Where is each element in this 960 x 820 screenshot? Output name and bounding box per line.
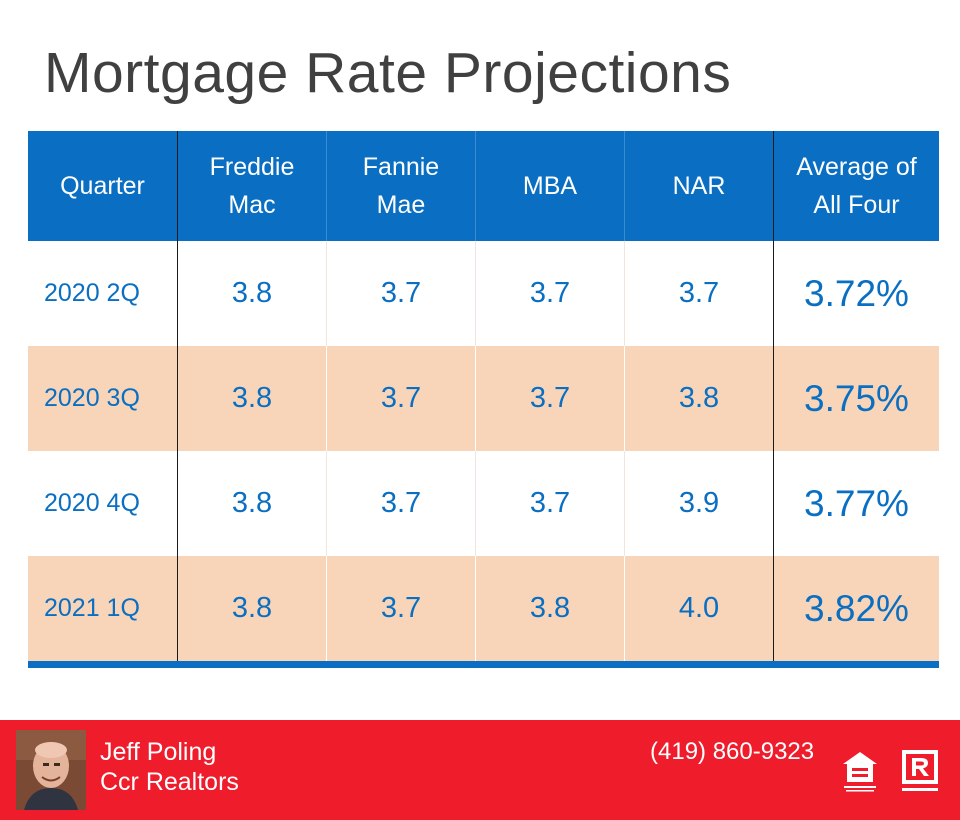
header-average-label: Average of All Four <box>796 153 917 219</box>
table-row: 2020 3Q 3.8 3.7 3.7 3.8 3.75% <box>28 346 939 451</box>
agent-footer: Jeff Poling Ccr Realtors (419) 860-9323 <box>0 720 960 820</box>
average-value: 3.82% <box>773 556 939 661</box>
header-average: Average of All Four <box>773 131 939 241</box>
agent-name: Jeff Poling <box>100 738 217 766</box>
row-quarter: 2020 3Q <box>44 384 140 412</box>
mba-value: 3.7 <box>475 241 624 346</box>
freddie-mac-value: 3.8 <box>177 451 326 556</box>
fannie-mae-value: 3.7 <box>326 451 475 556</box>
table-bottom-border <box>28 661 939 668</box>
row-quarter: 2020 4Q <box>44 489 140 517</box>
fannie-mae-value: 3.7 <box>326 346 475 451</box>
page-title: Mortgage Rate Projections <box>44 41 732 105</box>
agent-photo-icon <box>16 730 86 810</box>
fannie-mae-value: 3.7 <box>326 241 475 346</box>
nar-value: 4.0 <box>624 556 773 661</box>
mba-value: 3.7 <box>475 346 624 451</box>
header-nar: NAR <box>624 131 773 241</box>
row-quarter: 2021 1Q <box>44 594 140 622</box>
header-freddie-mac-label: Freddie Mac <box>209 153 295 219</box>
realtor-r-icon <box>902 750 938 791</box>
avatar <box>16 730 86 810</box>
table-header-row: Quarter Freddie Mac Fannie Mae MBA NAR A… <box>28 131 939 241</box>
equal-housing-opportunity-icon <box>843 752 877 792</box>
header-fannie-mae: Fannie Mae <box>326 131 475 241</box>
nar-value: 3.7 <box>624 241 773 346</box>
mba-value: 3.8 <box>475 556 624 661</box>
row-quarter: 2020 2Q <box>44 279 140 307</box>
mba-value: 3.7 <box>475 451 624 556</box>
average-value: 3.77% <box>773 451 939 556</box>
freddie-mac-value: 3.8 <box>177 241 326 346</box>
header-fannie-mae-label: Fannie Mae <box>362 153 440 219</box>
header-freddie-mac: Freddie Mac <box>177 131 326 241</box>
average-value: 3.72% <box>773 241 939 346</box>
nar-value: 3.9 <box>624 451 773 556</box>
fannie-mae-value: 3.7 <box>326 556 475 661</box>
freddie-mac-value: 3.8 <box>177 556 326 661</box>
header-quarter: Quarter <box>60 172 145 200</box>
table-row: 2020 2Q 3.8 3.7 3.7 3.7 3.72% <box>28 241 939 346</box>
average-value: 3.75% <box>773 346 939 451</box>
table-row: 2021 1Q 3.8 3.7 3.8 4.0 3.82% <box>28 556 939 661</box>
nar-value: 3.8 <box>624 346 773 451</box>
freddie-mac-value: 3.8 <box>177 346 326 451</box>
table-row: 2020 4Q 3.8 3.7 3.7 3.9 3.77% <box>28 451 939 556</box>
agent-company: Ccr Realtors <box>100 768 239 796</box>
header-mba: MBA <box>475 131 624 241</box>
agent-phone: (419) 860-9323 <box>650 738 815 765</box>
mortgage-rate-table: Quarter Freddie Mac Fannie Mae MBA NAR A… <box>28 131 939 668</box>
